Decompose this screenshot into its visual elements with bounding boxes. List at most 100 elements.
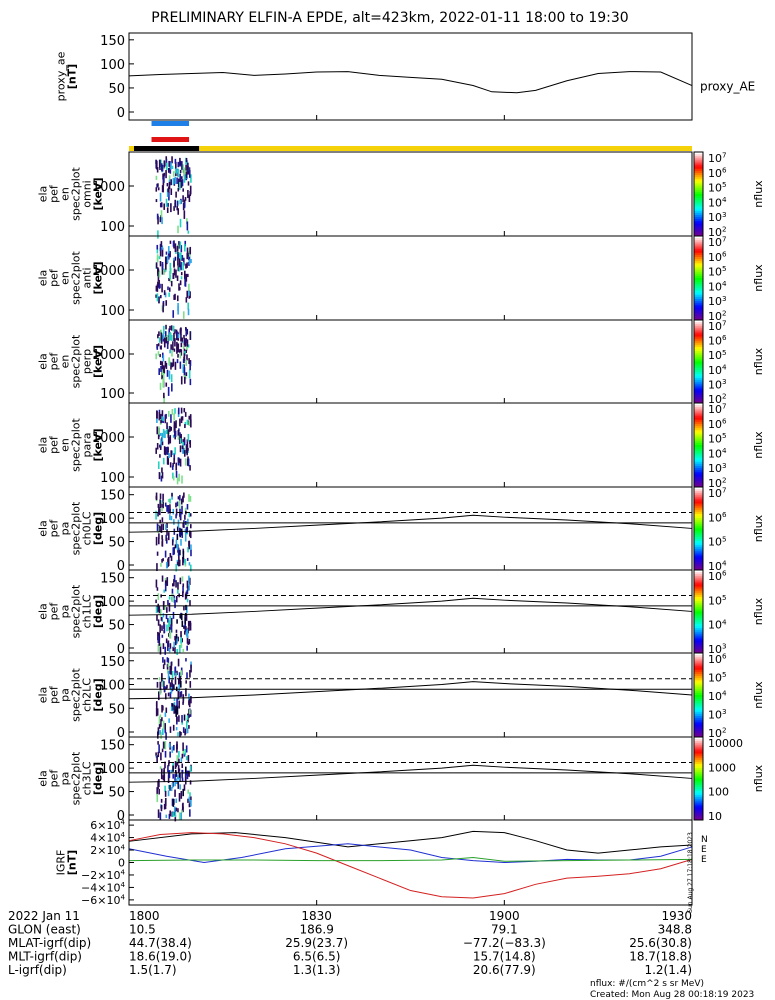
spec-cell-ch3-46 bbox=[181, 809, 183, 813]
spec-cell-anti-35 bbox=[173, 294, 175, 300]
colorbar-cell-para-0 bbox=[694, 403, 703, 406]
colorbar-cell-para-6 bbox=[694, 415, 703, 419]
spec-cell-anti-71 bbox=[155, 262, 158, 269]
colorbar-label-ch1: nflux bbox=[752, 597, 765, 625]
spec-cell-ch1-23 bbox=[167, 633, 170, 637]
spec-cell-anti-115 bbox=[158, 284, 161, 289]
spec-cell-omni-69 bbox=[189, 190, 192, 197]
colorbar-cell-ch2-22 bbox=[694, 699, 703, 702]
spec-cell-omni-128 bbox=[157, 183, 159, 187]
spec-cell-omni-74 bbox=[175, 161, 177, 170]
spec-cell-anti-15 bbox=[164, 292, 167, 298]
spec-cell-omni-139 bbox=[188, 194, 191, 203]
spec-cell-ch1-59 bbox=[185, 626, 187, 631]
spec-cell-para-47 bbox=[187, 458, 189, 466]
ytick-perp-0: 1000 bbox=[92, 348, 125, 363]
ylabel-ch3-1: pef bbox=[48, 769, 61, 788]
colorbar-cell-para-15 bbox=[694, 434, 703, 438]
colorbar-cell-ch3-5 bbox=[694, 747, 703, 750]
colorbar-cell-omni-21 bbox=[694, 196, 703, 199]
spec-cell-anti-78 bbox=[178, 286, 181, 291]
colorbar-cell-ch1-32 bbox=[694, 636, 703, 639]
ytick-ae-2: 50 bbox=[108, 82, 125, 97]
colorbar-tick-omni-1: 106 bbox=[708, 165, 727, 179]
spec-cell-para-57 bbox=[167, 436, 170, 445]
spec-cell-ch2-48 bbox=[189, 669, 191, 678]
colorbar-cell-omni-16 bbox=[694, 185, 703, 189]
spec-cell-ch0-25 bbox=[189, 531, 192, 539]
spec-cell-ch2-93 bbox=[177, 690, 180, 700]
colorbar-cell-anti-20 bbox=[694, 278, 703, 281]
spec-cell-ch1-47 bbox=[181, 638, 184, 643]
colorbar-cell-ch3-12 bbox=[694, 761, 703, 765]
footer-value-0-2: 1900 bbox=[489, 909, 520, 923]
ytick-ch2-3: 0 bbox=[117, 726, 125, 741]
spec-cell-ch1-30 bbox=[170, 617, 173, 627]
footer-label-3: MLT-igrf(dip) bbox=[8, 950, 82, 964]
spec-cell-ch3-77 bbox=[182, 788, 185, 797]
ytick-perp-1: 100 bbox=[100, 387, 125, 402]
colorbar-cell-anti-39 bbox=[694, 317, 703, 321]
spec-cell-omni-125 bbox=[160, 202, 163, 208]
spec-cell-perp-13 bbox=[186, 354, 188, 361]
spec-cell-anti-117 bbox=[169, 240, 172, 244]
colorbar-cell-ch2-26 bbox=[694, 707, 703, 711]
colorbar-cell-para-5 bbox=[694, 413, 703, 417]
colorbar-cell-ch0-12 bbox=[694, 511, 703, 515]
spec-cell-ch2-38 bbox=[166, 664, 169, 670]
colorbar-cell-ch1-25 bbox=[694, 621, 703, 625]
colorbar-cell-para-16 bbox=[694, 436, 703, 440]
footer-value-3-2: 15.7(14.8) bbox=[473, 950, 536, 964]
spec-cell-ch0-97 bbox=[188, 540, 190, 547]
spec-cell-ch0-20 bbox=[181, 531, 184, 538]
colorbar-cell-anti-11 bbox=[694, 259, 703, 262]
spec-cell-perp-103 bbox=[189, 361, 191, 371]
spec-cell-ch2-75 bbox=[180, 670, 183, 678]
spec-cell-anti-118 bbox=[184, 270, 186, 280]
spec-cell-omni-100 bbox=[188, 170, 191, 178]
colorbar-tick-anti-4: 103 bbox=[708, 294, 727, 308]
colorbar-cell-ch0-7 bbox=[694, 501, 703, 505]
ytick-ch0-1: 100 bbox=[100, 512, 125, 527]
spec-cell-omni-65 bbox=[175, 191, 177, 198]
spec-cell-omni-62 bbox=[155, 187, 158, 192]
spec-cell-ch2-131 bbox=[189, 681, 192, 688]
spec-cell-para-125 bbox=[189, 440, 192, 448]
spec-cell-ch1-103 bbox=[164, 583, 167, 592]
spec-cell-ch1-64 bbox=[174, 646, 176, 654]
spec-cell-ch0-133 bbox=[182, 550, 185, 560]
colorbar-cell-ch3-20 bbox=[694, 778, 703, 782]
colorbar-cell-ch2-14 bbox=[694, 682, 703, 685]
spec-cell-perp-39 bbox=[185, 349, 188, 354]
spec-cell-ch0-45 bbox=[161, 517, 164, 523]
spec-cell-ch3-36 bbox=[167, 765, 169, 773]
colorbar-cell-omni-34 bbox=[694, 223, 703, 226]
spec-cell-omni-6 bbox=[179, 173, 181, 183]
spec-cell-ch1-98 bbox=[180, 634, 182, 644]
colorbar-cell-ch2-30 bbox=[694, 716, 703, 719]
colorbar-cell-ch3-4 bbox=[694, 745, 703, 748]
colorbar-cell-perp-1 bbox=[694, 322, 703, 325]
spec-cell-ch1-137 bbox=[169, 615, 171, 624]
spec-cell-omni-25 bbox=[155, 199, 158, 203]
colorbar-cell-ch1-14 bbox=[694, 599, 703, 602]
spec-cell-para-81 bbox=[159, 446, 162, 450]
colorbar-cell-anti-34 bbox=[694, 307, 703, 310]
spec-cell-perp-135 bbox=[185, 359, 188, 366]
colorbar-tick-omni-3: 104 bbox=[708, 195, 727, 209]
spec-cell-ch1-105 bbox=[189, 622, 192, 631]
footer-value-4-1: 1.3(1.3) bbox=[293, 963, 341, 977]
ytick-ch3-3: 0 bbox=[117, 809, 125, 824]
spec-cell-para-104 bbox=[167, 410, 170, 417]
spec-cell-ch3-76 bbox=[174, 769, 177, 774]
spec-cell-para-72 bbox=[167, 458, 170, 465]
colorbar-cell-anti-23 bbox=[694, 284, 703, 287]
colorbar-cell-ch1-27 bbox=[694, 626, 703, 629]
spec-cell-ch1-67 bbox=[186, 635, 189, 644]
colorbar-cell-ch0-16 bbox=[694, 520, 703, 523]
colorbar-cell-para-1 bbox=[694, 405, 703, 408]
colorbar-cell-omni-2 bbox=[694, 156, 703, 159]
spec-cell-ch0-87 bbox=[161, 535, 163, 540]
spec-cell-perp-58 bbox=[182, 364, 185, 373]
